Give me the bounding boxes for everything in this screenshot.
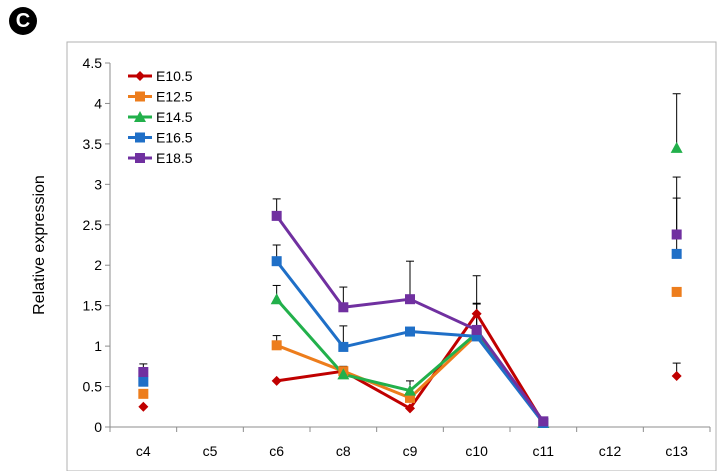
y-tick-label: 1.5: [83, 298, 103, 314]
x-tick-label: c9: [403, 443, 418, 459]
data-point: [671, 229, 682, 240]
data-point: [404, 384, 416, 396]
data-point: [270, 293, 283, 305]
y-tick-label: 0.5: [83, 379, 103, 395]
data-point: [138, 388, 149, 399]
legend-marker: [135, 132, 145, 143]
legend-marker: [135, 153, 145, 163]
y-tick-label: 3: [94, 176, 102, 192]
y-tick-label: 4.5: [83, 55, 103, 71]
x-tick-label: c4: [136, 443, 151, 459]
data-point: [405, 294, 415, 305]
data-point: [138, 376, 149, 387]
data-point: [138, 401, 149, 412]
y-tick-label: 2.5: [83, 217, 103, 233]
x-tick-label: c10: [465, 443, 488, 459]
chart-frame: [66, 41, 717, 471]
y-tick-label: 0: [94, 419, 102, 435]
legend-marker: [134, 111, 146, 122]
data-point: [471, 324, 482, 335]
legend-marker: [135, 91, 145, 102]
data-point: [271, 375, 282, 386]
data-point: [670, 141, 683, 153]
legend-label: E14.5: [156, 109, 193, 125]
data-point: [271, 210, 282, 221]
x-tick-label: c12: [599, 443, 622, 459]
data-point: [271, 256, 282, 267]
data-point: [337, 368, 350, 380]
data-point: [271, 340, 282, 351]
legend-label: E16.5: [156, 130, 193, 146]
legend-label: E12.5: [156, 89, 193, 105]
data-point: [405, 392, 415, 403]
data-point: [671, 286, 682, 297]
data-point: [405, 403, 415, 414]
data-point: [138, 366, 149, 377]
y-axis-title: Relative expression: [31, 175, 48, 315]
x-tick-label: c11: [533, 443, 555, 459]
y-tick-label: 4: [94, 95, 102, 111]
x-tick-label: c5: [203, 443, 218, 459]
data-point: [338, 302, 349, 313]
x-tick-label: c6: [269, 443, 284, 459]
y-tick-label: 2: [94, 257, 102, 273]
data-point: [671, 371, 682, 382]
panel-label-badge: C: [9, 7, 37, 35]
y-tick-label: 1: [94, 338, 102, 354]
legend-label: E10.5: [156, 68, 193, 84]
data-point: [338, 341, 349, 352]
data-point: [471, 308, 482, 319]
legend-marker: [135, 71, 145, 81]
legend-label: E18.5: [156, 150, 193, 166]
data-point: [471, 331, 482, 342]
data-point: [671, 248, 682, 259]
x-tick-label: c8: [336, 443, 351, 459]
y-tick-label: 3.5: [83, 136, 103, 152]
data-point: [538, 416, 549, 427]
data-point: [405, 326, 415, 337]
x-tick-label: c13: [665, 443, 688, 459]
